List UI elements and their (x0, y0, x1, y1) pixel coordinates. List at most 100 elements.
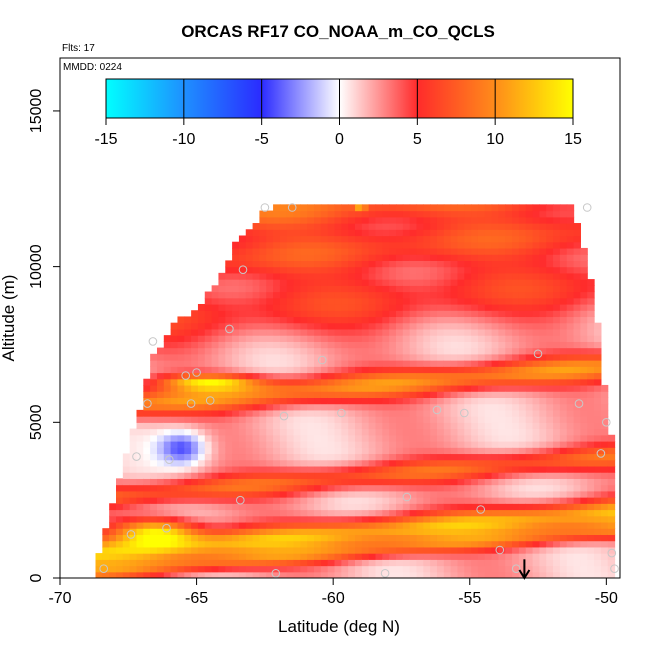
heatmap-cell (505, 409, 513, 417)
heatmap-cell (259, 428, 267, 436)
heatmap-cell (573, 384, 581, 392)
heatmap-cell (491, 229, 500, 237)
heatmap-cell (368, 254, 377, 261)
heatmap-cell (580, 247, 588, 255)
heatmap-cell (491, 272, 500, 280)
heatmap-cell (293, 490, 301, 498)
heatmap-cell (184, 416, 192, 423)
heatmap-cell (204, 360, 213, 367)
heatmap-cell (307, 497, 315, 504)
heatmap-cell (587, 297, 595, 305)
heatmap-cell (320, 434, 329, 442)
heatmap-cell (477, 216, 486, 224)
heatmap-cell (218, 335, 226, 342)
heatmap-cell (396, 484, 404, 492)
heatmap-cell (512, 372, 520, 380)
heatmap-cell (191, 478, 199, 486)
heatmap-cell (341, 341, 349, 349)
heatmap-cell (245, 565, 254, 573)
heatmap-cell (450, 210, 459, 218)
heatmap-cell (430, 571, 438, 578)
heatmap-cell (491, 565, 500, 573)
heatmap-cell (334, 553, 342, 560)
heatmap-cell (300, 472, 308, 479)
heatmap-cell (518, 366, 527, 374)
heatmap-cell (279, 546, 288, 554)
heatmap-cell (553, 316, 561, 324)
heatmap-cell (218, 571, 226, 578)
heatmap-cell (423, 434, 431, 442)
heatmap-cell (355, 497, 363, 504)
heatmap-cell (566, 497, 575, 504)
heatmap-cell (259, 528, 267, 536)
heatmap-cell (416, 391, 424, 398)
heatmap-cell (587, 497, 595, 504)
heatmap-cell (409, 322, 418, 330)
heatmap-cell (416, 453, 424, 461)
heatmap-cell (573, 310, 581, 318)
heatmap-cell (177, 372, 185, 380)
heatmap-cell (314, 453, 322, 461)
heatmap-cell (279, 409, 288, 417)
heatmap-cell (457, 484, 465, 492)
heatmap-cell (204, 322, 213, 330)
heatmap-cell (279, 285, 288, 293)
heatmap-cell (184, 447, 192, 455)
heatmap-cell (334, 279, 342, 286)
heatmap-cell (245, 453, 254, 461)
heatmap-cell (436, 465, 445, 473)
heatmap-cell (416, 447, 424, 455)
heatmap-cell (348, 322, 356, 330)
heatmap-cell (355, 266, 363, 274)
heatmap-cell (491, 403, 500, 411)
heatmap-cell (409, 223, 418, 230)
heatmap-cell (348, 472, 356, 479)
heatmap-cell (355, 223, 363, 230)
heatmap-cell (396, 272, 404, 280)
heatmap-cell (491, 434, 500, 442)
heatmap-cell (273, 397, 281, 405)
heatmap-cell (314, 447, 322, 455)
heatmap-cell (553, 459, 561, 467)
heatmap-cell (266, 503, 274, 511)
heatmap-cell (484, 546, 493, 554)
heatmap-cell (436, 322, 445, 330)
heatmap-cell (416, 565, 424, 573)
heatmap-cell (211, 509, 220, 517)
heatmap-cell (450, 322, 459, 330)
heatmap-cell (409, 428, 418, 436)
heatmap-cell (423, 571, 431, 578)
heatmap-cell (484, 484, 493, 492)
heatmap-cell (245, 316, 254, 324)
heatmap-cell (334, 391, 342, 398)
heatmap-cell (327, 434, 336, 442)
heatmap-cell (307, 403, 315, 411)
heatmap-cell (518, 235, 527, 243)
heatmap-cell (286, 322, 295, 330)
heatmap-cell (150, 497, 158, 504)
heatmap-cell (300, 279, 308, 286)
heatmap-cell (259, 235, 267, 243)
heatmap-cell (532, 366, 541, 374)
heatmap-cell (266, 391, 274, 398)
heatmap-cell (355, 509, 363, 517)
heatmap-cell (471, 360, 479, 367)
heatmap-cell (170, 546, 179, 554)
heatmap-cell (355, 484, 363, 492)
heatmap-cell (532, 546, 541, 554)
heatmap-cell (150, 440, 158, 448)
heatmap-cell (368, 478, 377, 486)
heatmap-cell (245, 347, 254, 355)
heatmap-cell (184, 428, 192, 436)
heatmap-cell (566, 285, 575, 293)
heatmap-cell (184, 472, 192, 479)
heatmap-cell (273, 422, 281, 430)
heatmap-cell (320, 397, 329, 405)
heatmap-cell (559, 459, 568, 467)
heatmap-cell (293, 565, 301, 573)
heatmap-cell (279, 540, 288, 548)
heatmap-cell (225, 515, 233, 523)
heatmap-cell (259, 534, 267, 542)
heatmap-cell (573, 478, 581, 486)
heatmap-cell (300, 247, 308, 255)
